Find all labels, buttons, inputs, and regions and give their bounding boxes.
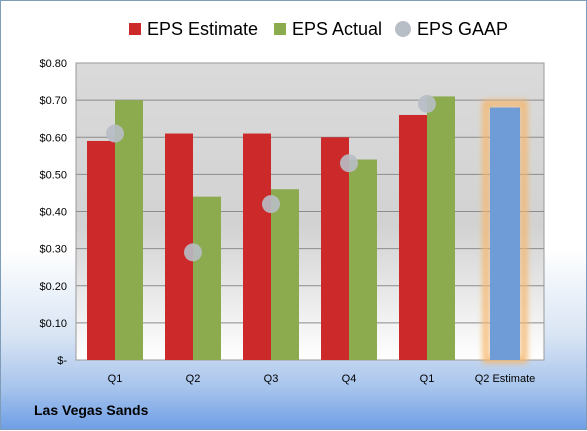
x-axis-labels: Q1 Q2 Q3 Q4 Q1 Q2 Estimate: [108, 373, 536, 385]
bar-eps-estimate: [399, 114, 427, 360]
y-tick-label: $0.40: [39, 207, 67, 219]
bar-eps-actual: [427, 96, 455, 360]
bar-eps-estimate: [321, 137, 349, 360]
y-tick-label: $0.50: [39, 169, 67, 181]
marker-eps-gaap: [106, 124, 124, 143]
marker-eps-gaap: [184, 243, 202, 262]
y-axis-ticks: $- $0.10 $0.20 $0.30 $0.40 $0.50 $0.60 $0.70 $0.…: [39, 58, 67, 367]
y-tick-label: $0.20: [39, 281, 67, 293]
legend-label-estimate: EPS Estimate: [147, 19, 258, 39]
bar-eps-actual: [193, 196, 221, 360]
marker-eps-gaap: [262, 195, 280, 214]
legend: EPS Estimate EPS Actual EPS GAAP: [129, 19, 508, 39]
y-tick-label: $0.30: [39, 244, 67, 256]
legend-swatch-gaap: [395, 21, 411, 37]
x-category-label: Q3: [264, 373, 279, 385]
legend-swatch-estimate: [129, 23, 141, 35]
y-tick-label: $0.60: [39, 132, 67, 144]
y-tick-label: $0.70: [39, 95, 67, 107]
marker-eps-gaap: [340, 154, 358, 173]
bars: [87, 96, 455, 360]
marker-eps-gaap: [418, 94, 436, 113]
y-tick-label: $-: [57, 355, 67, 367]
x-category-label: Q1: [420, 373, 435, 385]
y-tick-label: $0.80: [39, 58, 67, 70]
x-category-label: Q4: [342, 373, 357, 385]
forecast-layer: [482, 100, 528, 364]
legend-label-actual: EPS Actual: [292, 19, 382, 39]
gridlines: [76, 99, 544, 324]
x-category-label: Q2: [186, 373, 201, 385]
bar-q2-estimate: [490, 107, 520, 360]
legend-swatch-actual: [274, 23, 286, 35]
gaap-markers: [106, 94, 436, 262]
legend-label-gaap: EPS GAAP: [417, 19, 508, 39]
bar-eps-actual: [115, 100, 143, 360]
bar-eps-estimate: [243, 133, 271, 360]
company-name: Las Vegas Sands: [34, 402, 149, 418]
x-category-label: Q2 Estimate: [475, 373, 536, 385]
bar-eps-estimate: [87, 140, 115, 360]
y-tick-label: $0.10: [39, 318, 67, 330]
bar-eps-actual: [271, 189, 299, 360]
x-category-label: Q1: [108, 373, 123, 385]
bar-eps-actual: [349, 159, 377, 360]
